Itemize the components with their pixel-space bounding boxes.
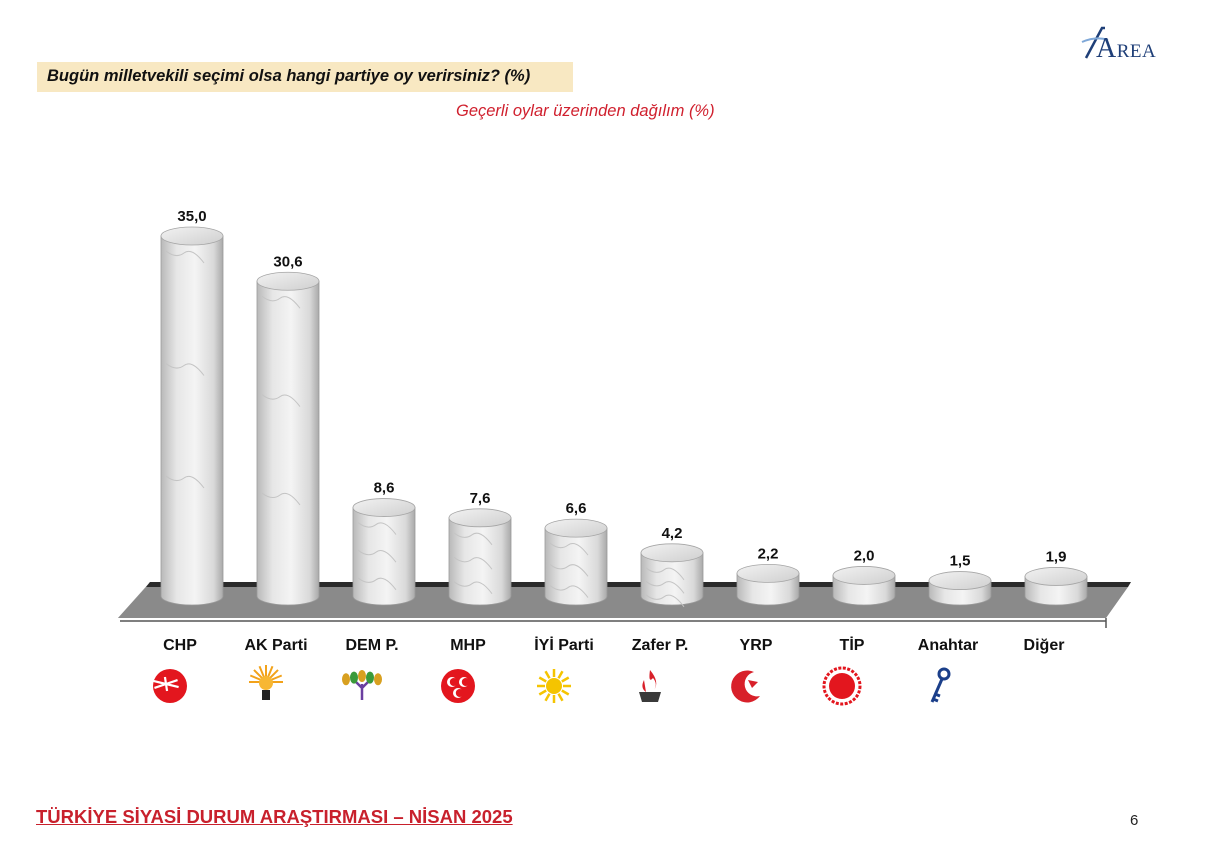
bar-6 — [640, 543, 704, 608]
bar-3 — [352, 498, 416, 606]
data-label-9: 1,5 — [950, 553, 971, 570]
data-label-5: 6,6 — [566, 500, 587, 517]
zafer-icon — [639, 670, 661, 702]
mhp-icon — [441, 669, 475, 703]
iyi-icon — [537, 669, 571, 703]
data-label-4: 7,6 — [470, 490, 491, 507]
area-logo-icon — [1081, 26, 1109, 59]
category-label-2: AK Parti — [244, 637, 307, 654]
anahtar-icon — [930, 667, 951, 703]
survey-question: Bugün milletvekili seçimi olsa hangi par… — [47, 67, 531, 85]
data-label-1: 35,0 — [177, 208, 206, 225]
bar-8 — [832, 566, 896, 606]
tip-icon — [822, 666, 862, 706]
dem-icon — [342, 670, 382, 700]
chp-icon — [153, 669, 187, 703]
category-label-5: İYİ Parti — [534, 636, 594, 654]
area-logo-text: AREA — [1096, 33, 1157, 64]
data-label-3: 8,6 — [374, 480, 395, 497]
category-label-3: DEM P. — [345, 637, 398, 654]
data-label-8: 2,0 — [854, 547, 875, 564]
bar-10 — [1024, 567, 1088, 606]
data-label-6: 4,2 — [662, 525, 683, 542]
category-label-6: Zafer P. — [632, 637, 689, 654]
akp-icon — [249, 665, 283, 700]
chart-subtitle: Geçerli oylar üzerinden dağılım (%) — [456, 102, 715, 120]
bar-5 — [544, 518, 608, 606]
bar-4 — [448, 508, 512, 606]
data-label-10: 1,9 — [1046, 548, 1067, 565]
data-label-2: 30,6 — [273, 253, 302, 270]
category-label-10: Diğer — [1024, 637, 1065, 654]
yrp-icon — [731, 670, 760, 703]
bar-7 — [736, 563, 800, 606]
page-number: 6 — [1130, 812, 1139, 829]
category-label-7: YRP — [740, 637, 773, 654]
question-box — [37, 62, 573, 92]
bar-1 — [160, 226, 224, 606]
data-label-7: 2,2 — [758, 545, 779, 562]
report-title: TÜRKİYE SİYASİ DURUM ARAŞTIRMASI – NİSAN… — [36, 806, 513, 827]
category-label-8: TİP — [840, 636, 865, 654]
bar-2 — [256, 271, 320, 606]
bar-chart: 35,0 CHP 30,6 AK Parti 8,6 DEM P. 7,6 MHP 6,6 İYİ… — [118, 208, 1131, 706]
category-label-9: Anahtar — [918, 637, 978, 654]
bar-9 — [928, 571, 992, 606]
category-label-4: MHP — [450, 637, 486, 654]
category-label-1: CHP — [163, 637, 197, 654]
